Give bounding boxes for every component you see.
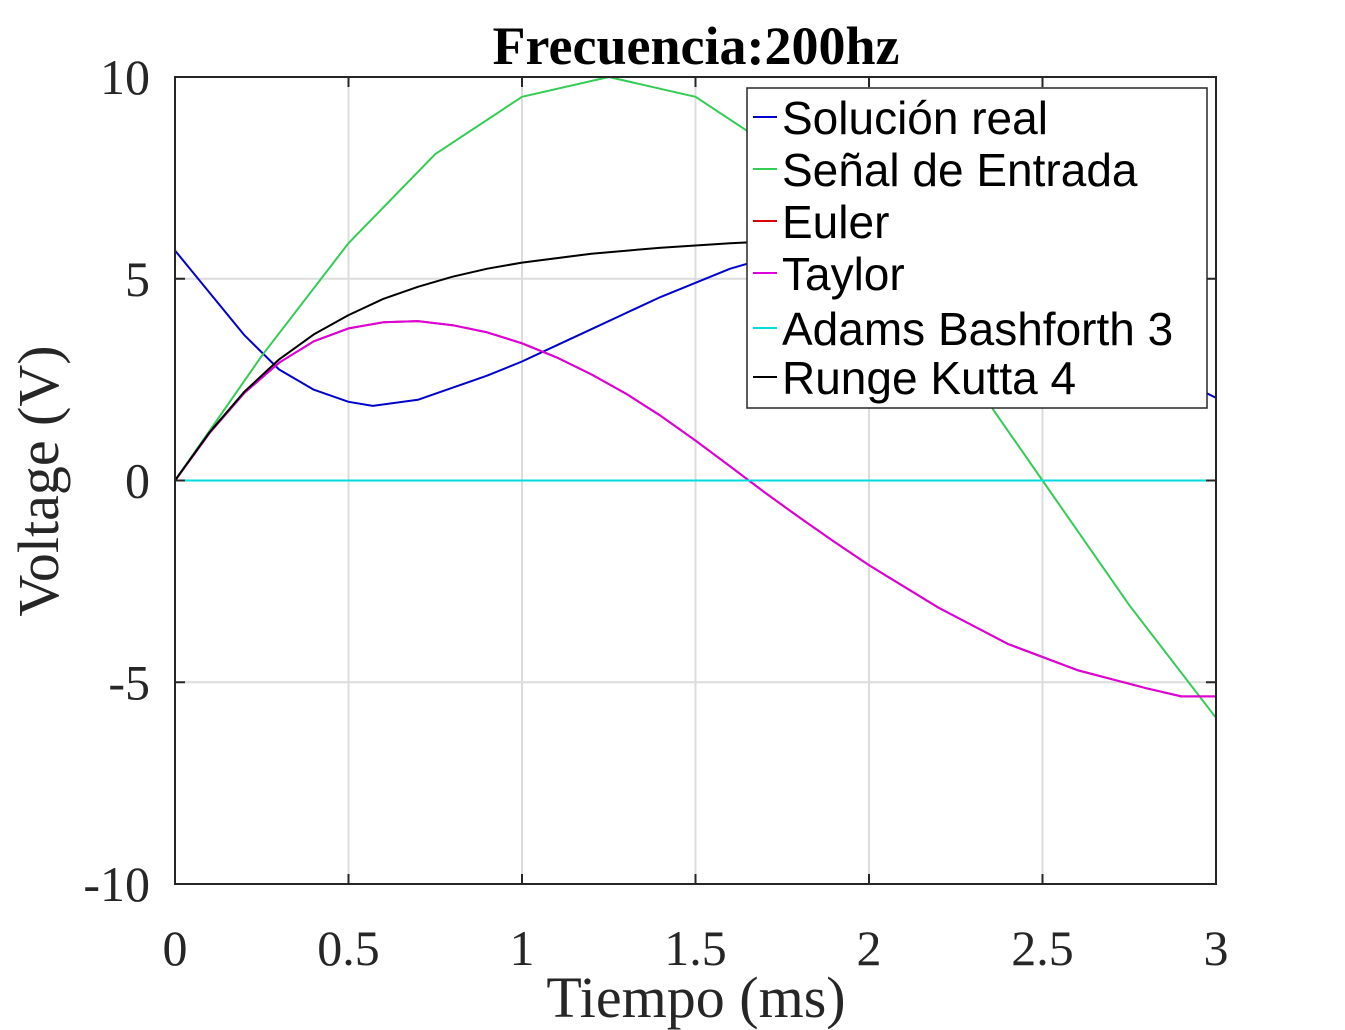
y-tick-label: 5: [125, 251, 150, 307]
x-tick-label: 1.5: [664, 920, 727, 976]
x-tick-label: 3: [1204, 920, 1229, 976]
y-tick-label: 0: [125, 453, 150, 509]
series-line-3: [174, 320, 1216, 698]
legend-entry: Runge Kutta 4: [782, 352, 1076, 404]
y-tick-label: -10: [83, 856, 150, 912]
axes: [174, 76, 1217, 885]
x-tick-labels: 0 0.5 1 1.5 2 2.5 3: [163, 920, 1229, 976]
x-tick-label: 1: [510, 920, 535, 976]
x-tick-label: 2.5: [1011, 920, 1074, 976]
legend-entry: Adams Bashforth 3: [782, 303, 1173, 355]
chart-title: Frecuencia:200hz: [493, 16, 900, 76]
legend-entry: Solución real: [782, 92, 1048, 144]
x-tick-label: 0: [163, 920, 188, 976]
series-line-5: [174, 237, 835, 482]
legend-box: [746, 87, 1208, 409]
legend-entry: Señal de Entrada: [782, 144, 1138, 196]
y-tick-label: -5: [108, 654, 150, 710]
x-tick-label: 0.5: [317, 920, 380, 976]
x-tick-label: 2: [857, 920, 882, 976]
x-axis-label: Tiempo (ms): [546, 965, 845, 1030]
y-tick-label: 10: [100, 49, 150, 105]
legend-entry: Euler: [782, 196, 889, 248]
legend-entry: Taylor: [782, 248, 905, 300]
y-axis-label: Voltage (V): [6, 345, 71, 616]
y-tick-labels: -10 -5 0 5 10: [83, 49, 150, 912]
